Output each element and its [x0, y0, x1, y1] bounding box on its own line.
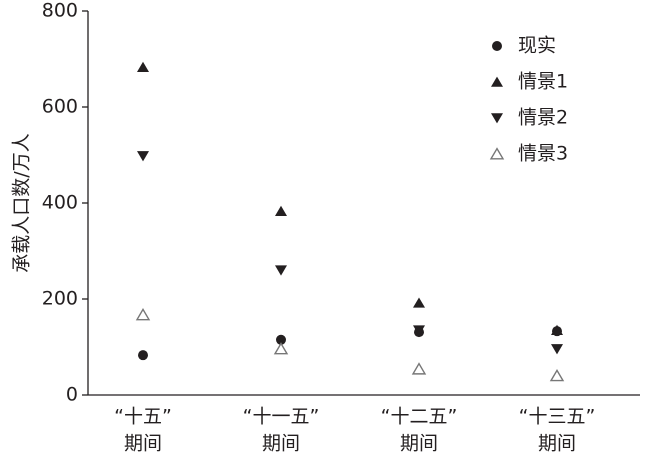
- x-tick-label: “十一五”: [243, 406, 320, 428]
- point: [413, 325, 425, 336]
- point: [135, 308, 151, 321]
- point: [549, 369, 565, 382]
- point: [551, 344, 563, 355]
- x-tick-label: 期间: [538, 433, 576, 455]
- point: [137, 61, 149, 72]
- y-axis-label: 承载人口数/万人: [11, 133, 33, 272]
- legend-marker: [491, 113, 503, 124]
- legend-marker: [489, 147, 505, 160]
- point: [275, 265, 287, 276]
- x-tick-label: 期间: [124, 433, 162, 455]
- point: [138, 350, 148, 361]
- point: [273, 342, 289, 355]
- y-tick-label: 200: [42, 288, 78, 310]
- y-tick-label: 800: [42, 0, 78, 22]
- x-tick-label: 期间: [262, 433, 300, 455]
- legend-label: 情景2: [518, 107, 568, 129]
- point: [276, 334, 286, 345]
- legend-marker: [491, 76, 503, 87]
- point: [413, 297, 425, 308]
- legend-label: 情景1: [518, 71, 568, 93]
- point: [411, 362, 427, 375]
- point: [137, 151, 149, 162]
- y-tick-label: 400: [42, 192, 78, 214]
- legend-label: 情景3: [518, 143, 568, 165]
- y-tick-label: 600: [42, 96, 78, 118]
- point: [275, 205, 287, 216]
- x-tick-label: 期间: [400, 433, 438, 455]
- point: [551, 324, 563, 335]
- x-tick-label: “十五”: [114, 406, 172, 428]
- legend-marker: [492, 41, 502, 51]
- x-tick-label: “十二五”: [381, 406, 458, 428]
- x-tick-label: “十三五”: [519, 406, 596, 428]
- y-tick-label: 0: [66, 384, 78, 406]
- legend-label: 现实: [518, 35, 556, 57]
